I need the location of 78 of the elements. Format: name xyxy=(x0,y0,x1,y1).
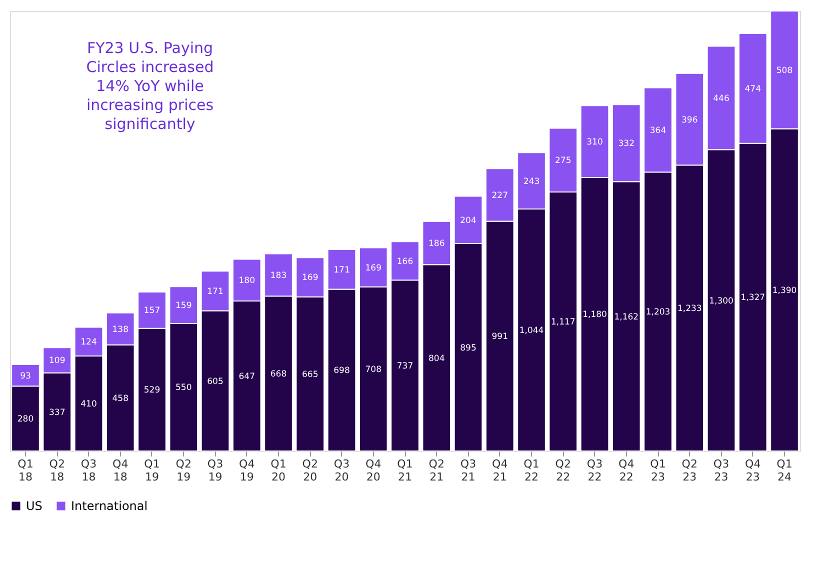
data-label: 169 xyxy=(365,263,382,274)
x-tick-label: Q1 24 xyxy=(776,458,792,484)
data-label: 1,233 xyxy=(677,304,702,314)
data-label: 804 xyxy=(428,354,445,364)
x-tick-label: Q3 20 xyxy=(334,458,350,484)
data-label: 280 xyxy=(17,414,34,425)
data-label: 171 xyxy=(207,286,224,297)
data-label: 895 xyxy=(460,343,476,354)
data-label: 698 xyxy=(334,366,350,376)
data-label: 647 xyxy=(238,372,255,382)
x-tick-label: Q4 22 xyxy=(618,458,634,484)
x-tick-label: Q4 19 xyxy=(239,458,255,484)
data-label: 1,203 xyxy=(646,308,670,318)
data-label: 243 xyxy=(523,176,540,187)
x-tick-label: Q2 21 xyxy=(428,458,444,484)
x-tick-label: Q1 19 xyxy=(144,458,160,484)
data-label: 1,300 xyxy=(709,296,734,306)
data-label: 93 xyxy=(20,371,31,382)
x-tick-label: Q3 18 xyxy=(80,458,97,484)
data-label: 708 xyxy=(365,364,382,375)
data-label: 169 xyxy=(302,273,318,284)
data-label: 396 xyxy=(682,115,698,126)
data-label: 171 xyxy=(334,265,350,276)
data-label: 1,390 xyxy=(772,286,797,296)
data-label: 1,180 xyxy=(582,310,607,320)
data-label: 157 xyxy=(144,306,160,316)
data-label: 124 xyxy=(80,338,97,348)
x-tick-label: Q3 19 xyxy=(207,458,224,484)
x-tick-label: Q3 23 xyxy=(713,458,730,484)
data-label: 1,162 xyxy=(614,312,639,322)
data-label: 458 xyxy=(112,394,128,404)
legend-label: US xyxy=(26,499,42,513)
data-label: 204 xyxy=(460,216,476,226)
x-tick-label: Q4 20 xyxy=(366,458,382,484)
x-tick-label: Q4 21 xyxy=(492,458,508,484)
data-label: 737 xyxy=(396,362,414,372)
data-label: 1,044 xyxy=(519,326,544,336)
data-label: 109 xyxy=(49,356,66,366)
x-tick-label: Q3 21 xyxy=(460,458,476,484)
x-tick-label: Q4 18 xyxy=(112,458,128,484)
x-tick-label: Q3 22 xyxy=(586,458,603,484)
data-label: 183 xyxy=(270,270,287,281)
data-label: 550 xyxy=(176,383,192,394)
data-label: 364 xyxy=(650,126,666,136)
data-label: 605 xyxy=(207,376,224,387)
data-label: 1,117 xyxy=(550,318,576,328)
data-label: 991 xyxy=(492,332,508,342)
data-label: 138 xyxy=(112,324,128,335)
data-label: 166 xyxy=(396,256,414,267)
x-tick-label: Q4 23 xyxy=(745,458,761,484)
x-tick-label: Q1 23 xyxy=(650,458,666,484)
x-tick-label: Q1 18 xyxy=(18,458,34,484)
data-label: 310 xyxy=(586,138,603,148)
data-label: 159 xyxy=(176,301,192,312)
data-label: 668 xyxy=(270,370,287,380)
x-tick-label: Q2 19 xyxy=(176,458,192,484)
annotation: FY23 U.S. Paying Circles increased 14% YoY while increasing prices significantly xyxy=(86,39,214,133)
data-label: 529 xyxy=(144,386,160,396)
data-label: 474 xyxy=(744,84,761,94)
data-label: 332 xyxy=(618,139,634,150)
data-label: 180 xyxy=(238,276,255,286)
x-tick-label: Q1 20 xyxy=(270,458,286,484)
data-label: 186 xyxy=(428,239,445,250)
x-tick-label: Q2 20 xyxy=(302,458,318,484)
x-tick-label: Q2 18 xyxy=(49,458,65,484)
x-tick-label: Q2 22 xyxy=(555,458,571,484)
x-tick-label: Q2 23 xyxy=(682,458,698,484)
data-label: 508 xyxy=(776,66,793,76)
data-label: 410 xyxy=(80,399,97,410)
x-tick-label: Q1 22 xyxy=(524,458,540,484)
data-label: 275 xyxy=(555,156,572,166)
data-label: 1,327 xyxy=(740,293,766,304)
legend-label: International xyxy=(71,499,148,513)
x-tick-label: Q1 21 xyxy=(397,458,413,484)
data-label: 337 xyxy=(49,408,66,418)
data-label: 446 xyxy=(713,94,730,104)
data-label: 227 xyxy=(492,190,508,201)
data-label: 665 xyxy=(302,370,318,380)
